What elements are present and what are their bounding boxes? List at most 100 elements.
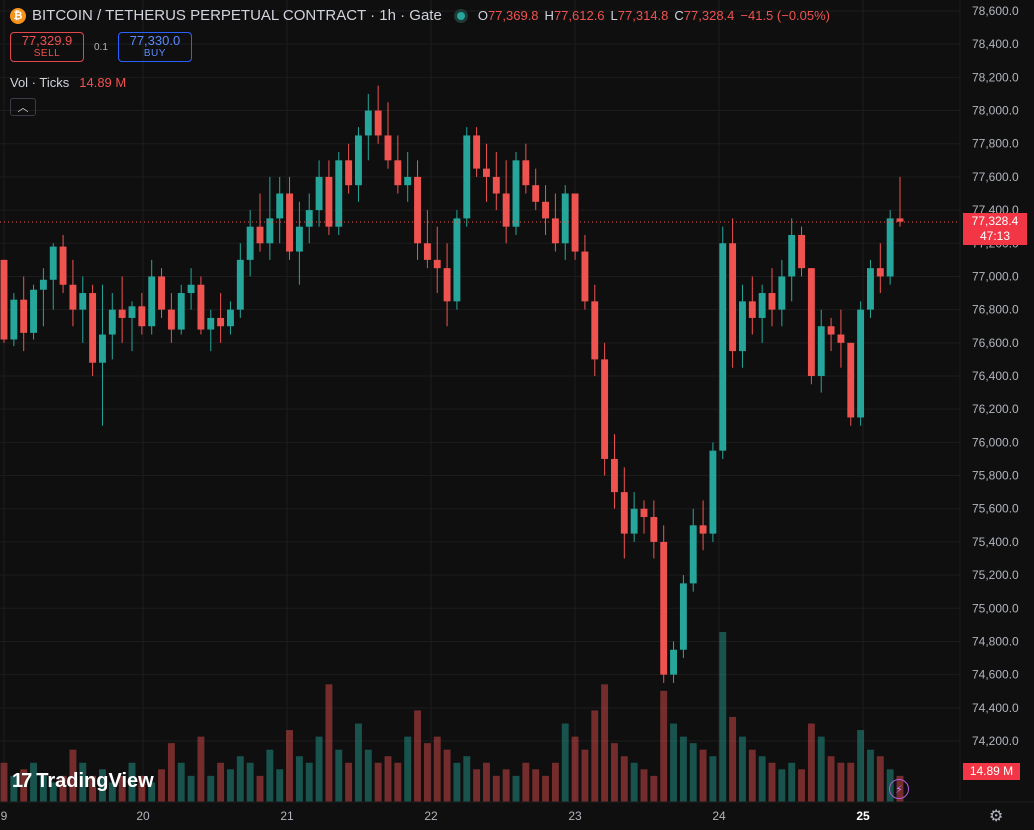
volume-bar xyxy=(473,769,481,802)
symbol-title[interactable]: BITCOIN / TETHERUS PERPETUAL CONTRACT · … xyxy=(32,7,442,24)
volume-bar xyxy=(30,762,37,802)
volume-bar xyxy=(295,756,303,802)
candle-body xyxy=(778,276,786,310)
volume-label[interactable]: Vol · Ticks xyxy=(10,75,70,90)
x-tick-label: 24 xyxy=(712,809,726,823)
trade-panel: 77,329.9 SELL 0.1 77,330.0 BUY xyxy=(10,32,192,62)
candle-body xyxy=(167,309,175,330)
volume-bar xyxy=(305,762,313,802)
candle-body xyxy=(0,259,8,340)
candle-body xyxy=(768,293,776,310)
spread-value: 0.1 xyxy=(94,41,108,53)
candle-body xyxy=(473,135,481,169)
y-tick-label: 76,000.0 xyxy=(972,435,1019,449)
candle-body xyxy=(69,284,77,310)
y-tick-label: 75,600.0 xyxy=(972,502,1019,516)
bar-countdown: 47:13 xyxy=(979,229,1011,243)
volume-bar xyxy=(837,762,845,802)
candle-body xyxy=(335,160,343,227)
volume-bar xyxy=(99,769,106,802)
volume-bar xyxy=(630,762,638,802)
candle-body xyxy=(128,306,136,318)
volume-bar xyxy=(423,743,431,802)
y-tick-label: 78,600.0 xyxy=(972,4,1019,18)
volume-bar xyxy=(453,762,461,802)
candle-body xyxy=(138,306,146,327)
candle-body xyxy=(30,289,37,333)
gear-icon[interactable]: ⚙ xyxy=(989,808,1004,825)
candle-body xyxy=(739,301,746,352)
volume-bar xyxy=(512,775,520,802)
candle-body xyxy=(817,326,825,376)
candle-body xyxy=(315,176,323,211)
candle-body xyxy=(207,317,215,330)
candle-body xyxy=(709,450,717,534)
candle-body xyxy=(423,243,431,260)
candle-body xyxy=(571,193,579,252)
sell-button[interactable]: 77,329.9 SELL xyxy=(10,32,84,62)
y-tick-label: 78,200.0 xyxy=(972,70,1019,84)
volume-bar xyxy=(857,730,865,802)
volume-bar xyxy=(758,756,766,802)
candle-body xyxy=(502,193,510,227)
volume-legend: Vol · Ticks 14.89 M xyxy=(10,75,126,90)
candle-body xyxy=(39,279,47,290)
volume-bar xyxy=(660,690,668,802)
volume-bar xyxy=(867,749,874,802)
candle-body xyxy=(374,110,382,136)
y-tick-label: 76,200.0 xyxy=(972,402,1019,416)
volume-bar xyxy=(394,762,402,802)
y-tick-label: 76,600.0 xyxy=(972,336,1019,350)
x-tick-label: 22 xyxy=(424,809,438,823)
candle-body xyxy=(236,259,244,310)
last-price: 77,328.4 xyxy=(971,214,1019,228)
volume-bar xyxy=(591,710,599,802)
candle-body xyxy=(660,541,668,675)
y-tick-label: 75,200.0 xyxy=(972,568,1019,582)
volume-bar xyxy=(227,769,234,802)
candle-body xyxy=(197,284,205,330)
y-tick-label: 78,400.0 xyxy=(972,37,1019,51)
candle-body xyxy=(483,168,490,177)
volume-bar xyxy=(650,775,658,802)
candle-body xyxy=(345,160,353,186)
buy-button[interactable]: 77,330.0 BUY xyxy=(117,32,192,62)
volume-bar xyxy=(384,756,392,802)
volume-bar xyxy=(89,775,97,802)
volume-bar xyxy=(719,632,727,802)
chevron-up-icon: ︿ xyxy=(17,102,29,114)
y-tick-label: 74,600.0 xyxy=(972,668,1019,682)
volume-bar xyxy=(39,775,47,802)
volume-bar xyxy=(158,769,165,802)
candle-body xyxy=(561,193,569,244)
candle-body xyxy=(867,268,874,310)
candle-body xyxy=(246,226,254,260)
candle-body xyxy=(522,160,530,186)
volume-bar xyxy=(689,743,697,802)
volume-bar xyxy=(433,736,441,802)
candle-body xyxy=(620,492,628,534)
x-tick-label: 20 xyxy=(136,809,150,823)
volume-bar xyxy=(729,717,737,802)
volume-bar xyxy=(108,782,116,802)
collapse-legend-button[interactable]: ︿ xyxy=(10,98,36,116)
candle-body xyxy=(148,276,156,327)
candle-body xyxy=(59,246,67,285)
candle-body xyxy=(227,309,234,327)
volume-bar xyxy=(364,749,372,802)
tradingview-logo[interactable]: 17 TradingView xyxy=(12,770,154,793)
volume-bar xyxy=(483,762,490,802)
y-tick-label: 77,000.0 xyxy=(972,269,1019,283)
volume-bar xyxy=(492,775,500,802)
candle-body xyxy=(325,176,333,227)
candle-body xyxy=(857,309,865,418)
volume-bar xyxy=(611,743,618,802)
lightning-icon[interactable]: ⚡ xyxy=(889,779,909,799)
candle-body xyxy=(305,210,313,227)
volume-bar xyxy=(207,775,215,802)
volume-bar xyxy=(404,736,412,802)
candle-body xyxy=(512,160,520,227)
x-tick-label: 9 xyxy=(1,809,8,823)
volume-tag: 14.89 M xyxy=(963,763,1020,780)
